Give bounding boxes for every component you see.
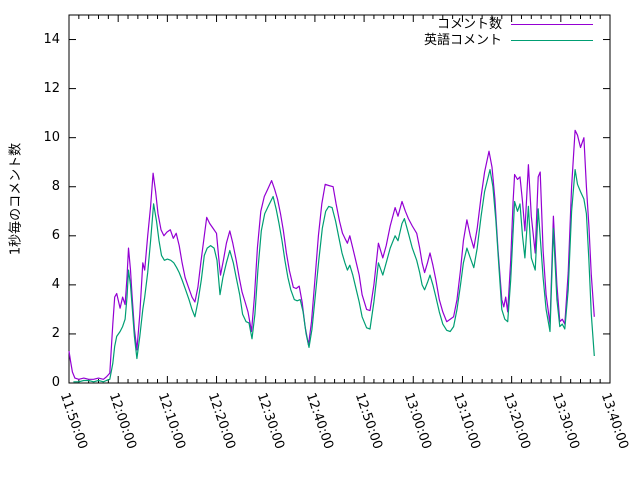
legend-line-sample-comments <box>511 24 593 25</box>
y-tick-label: 0 <box>51 375 60 390</box>
y-tick-label: 10 <box>43 129 60 145</box>
legend: コメント数 英語コメント <box>424 17 593 48</box>
y-tick-label: 8 <box>51 178 60 194</box>
y-tick-label: 6 <box>51 227 60 243</box>
legend-item-english-comments: 英語コメント <box>424 33 593 48</box>
y-tick-label: 14 <box>43 31 60 47</box>
legend-item-comments: コメント数 <box>424 17 593 32</box>
legend-label-english-comments: 英語コメント <box>423 33 502 48</box>
series-line-1 <box>73 169 595 383</box>
plot-border <box>68 14 611 384</box>
legend-line-sample-english-comments <box>511 40 593 41</box>
legend-label-comments: コメント数 <box>436 17 502 32</box>
y-tick-label: 4 <box>51 276 60 292</box>
series-line-0 <box>68 129 595 380</box>
y-tick-label: 12 <box>43 80 60 96</box>
y-tick-label: 2 <box>51 325 60 341</box>
